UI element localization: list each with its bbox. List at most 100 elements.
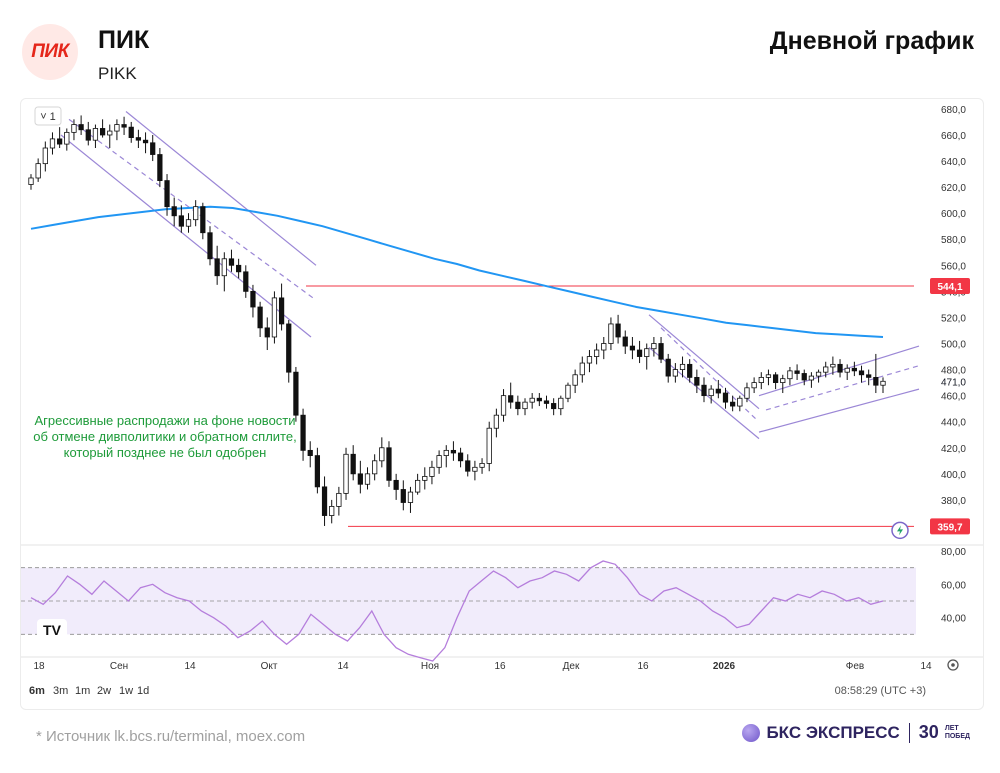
candle-up (92, 128, 99, 141)
candle-down (357, 473, 363, 485)
chart-container[interactable]: 680,0660,0640,0620,0600,0580,0560,0540,0… (20, 98, 984, 710)
candle-up (49, 138, 56, 149)
lightning-glyph (897, 525, 903, 536)
candle-up (644, 348, 650, 357)
logo-text: ПИК (31, 41, 69, 62)
chart-title: Дневной график (769, 27, 974, 55)
candle-down (228, 258, 235, 266)
candle-down (636, 349, 643, 357)
candle-up (565, 384, 571, 399)
candle-down (171, 206, 177, 217)
indicator-badge: ˅ 1 (40, 111, 56, 123)
candle-down (866, 374, 872, 378)
annotation-text: который позднее не был одобрен (64, 445, 267, 460)
price-tick-label: 600,0 (941, 209, 966, 220)
candle-down (214, 258, 220, 277)
candle-down (386, 447, 392, 481)
candle-down (687, 363, 693, 378)
brand-name: БКС ЭКСПРЕСС (766, 722, 900, 742)
candle-down (236, 264, 242, 273)
candle-up (787, 370, 793, 380)
candle-down (837, 363, 843, 373)
brand-dot-icon (742, 723, 761, 742)
candle-up (586, 356, 593, 364)
annotation-text: об отмене дивполитики и обратном сплите, (33, 429, 296, 444)
company-logo: ПИК (22, 24, 78, 80)
time-tick-label: Дек (563, 661, 580, 672)
trend-channel-line (60, 134, 312, 338)
price-chart[interactable]: 680,0660,0640,0620,0600,0580,0560,0540,0… (21, 99, 983, 709)
candle-up (529, 397, 535, 403)
price-tick-label: 560,0 (941, 261, 966, 272)
settings-gear-icon (947, 659, 959, 671)
candle-down (78, 124, 84, 131)
candle-down (851, 367, 857, 372)
candle-up (379, 447, 385, 462)
price-tick-label: 660,0 (941, 131, 966, 142)
brand-logo: БКС ЭКСПРЕСС 30 ЛЕТ ПОБЕД (742, 722, 970, 743)
candle-down (794, 370, 800, 374)
candle-up (823, 366, 829, 373)
candle-up (751, 382, 757, 389)
candle-up (472, 466, 478, 472)
candle-up (830, 363, 836, 368)
candle-down (508, 395, 514, 403)
candle-up (372, 460, 378, 475)
source-note: * Источник lk.bcs.ru/terminal, moex.com (36, 728, 306, 745)
timeframe-button[interactable]: 1m (75, 685, 90, 697)
candle-up (114, 124, 120, 132)
trend-channel-line (125, 111, 317, 266)
candle-up (844, 367, 850, 373)
candle-down (321, 486, 328, 516)
indicator-toggle (34, 106, 62, 126)
time-tick-label: Окт (261, 661, 278, 672)
candle-down (722, 392, 729, 403)
candle-down (450, 449, 457, 454)
price-tick-label: 680,0 (941, 105, 966, 116)
candle-up (35, 163, 41, 179)
candle-up (107, 130, 113, 136)
tradingview-logo-text: TV (43, 622, 62, 638)
price-tick-label: 580,0 (941, 235, 966, 246)
candle-down (536, 397, 542, 402)
candle-down (57, 138, 63, 145)
candle-down (400, 489, 406, 503)
brand-sub-1: ЛЕТ (944, 724, 959, 732)
timeframe-button[interactable]: 2w (97, 685, 111, 697)
price-tick-label: 380,0 (941, 496, 966, 507)
candle-down (314, 455, 321, 488)
candle-down (207, 232, 213, 260)
candle-down (730, 401, 736, 407)
candle-down (300, 414, 306, 451)
price-tick-label: 500,0 (941, 340, 966, 351)
candle-up (744, 387, 750, 399)
rsi-tick-label: 80,00 (941, 547, 966, 558)
candle-down (622, 336, 628, 347)
candle-up (479, 463, 485, 468)
price-label-box (930, 374, 970, 389)
price-tick-label: 420,0 (941, 444, 966, 455)
time-tick-label: 14 (920, 661, 932, 672)
candle-down (99, 128, 106, 136)
time-tick-label: 16 (637, 661, 649, 672)
time-tick-label: Сен (110, 661, 128, 672)
candle-up (64, 131, 70, 145)
timeframe-button[interactable]: 3m (53, 685, 68, 697)
candle-up (601, 343, 607, 351)
candle-up (221, 258, 227, 277)
timeframe-button[interactable]: 6m (29, 685, 45, 697)
time-tick-label: 18 (33, 661, 45, 672)
candle-up (486, 427, 492, 464)
candle-up (28, 177, 34, 185)
price-tick-label: 520,0 (941, 313, 966, 324)
timeframe-button[interactable]: 1w (119, 685, 133, 697)
price-label-box (930, 278, 970, 295)
time-tick-label: Фев (846, 661, 864, 672)
candle-down (715, 388, 721, 394)
time-tick-label: 14 (184, 661, 196, 672)
candle-down (694, 376, 700, 386)
brand-sub: ЛЕТ ПОБЕД (945, 725, 970, 741)
timeframe-button[interactable]: 1d (137, 685, 149, 697)
candle-down (615, 323, 621, 338)
trend-channel-line (758, 388, 920, 433)
